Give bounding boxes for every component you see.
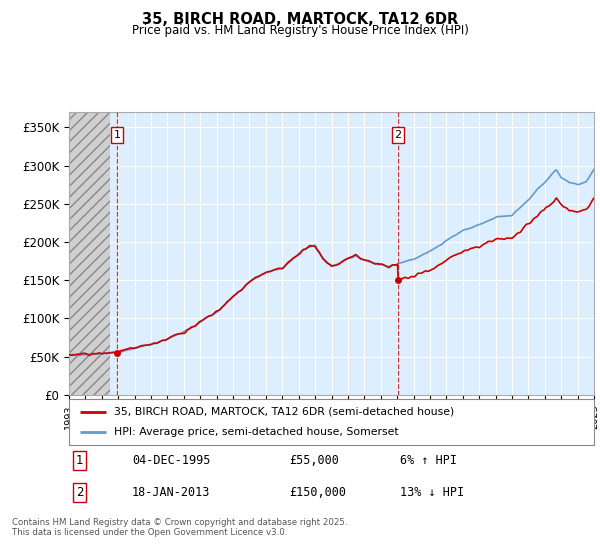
Text: 04-DEC-1995: 04-DEC-1995 — [132, 454, 211, 468]
Text: 2: 2 — [394, 130, 401, 140]
Text: 13% ↓ HPI: 13% ↓ HPI — [400, 486, 464, 498]
Text: 35, BIRCH ROAD, MARTOCK, TA12 6DR: 35, BIRCH ROAD, MARTOCK, TA12 6DR — [142, 12, 458, 27]
Text: 1: 1 — [76, 454, 83, 468]
Text: 18-JAN-2013: 18-JAN-2013 — [132, 486, 211, 498]
Text: £55,000: £55,000 — [290, 454, 340, 468]
Text: Price paid vs. HM Land Registry's House Price Index (HPI): Price paid vs. HM Land Registry's House … — [131, 24, 469, 36]
Text: £150,000: £150,000 — [290, 486, 347, 498]
Text: 1: 1 — [113, 130, 121, 140]
FancyBboxPatch shape — [69, 399, 594, 445]
Bar — [69, 112, 110, 395]
Text: 2: 2 — [76, 486, 83, 498]
Text: 35, BIRCH ROAD, MARTOCK, TA12 6DR (semi-detached house): 35, BIRCH ROAD, MARTOCK, TA12 6DR (semi-… — [113, 407, 454, 417]
Text: HPI: Average price, semi-detached house, Somerset: HPI: Average price, semi-detached house,… — [113, 427, 398, 437]
Text: 6% ↑ HPI: 6% ↑ HPI — [400, 454, 457, 468]
Text: Contains HM Land Registry data © Crown copyright and database right 2025.
This d: Contains HM Land Registry data © Crown c… — [12, 518, 347, 538]
